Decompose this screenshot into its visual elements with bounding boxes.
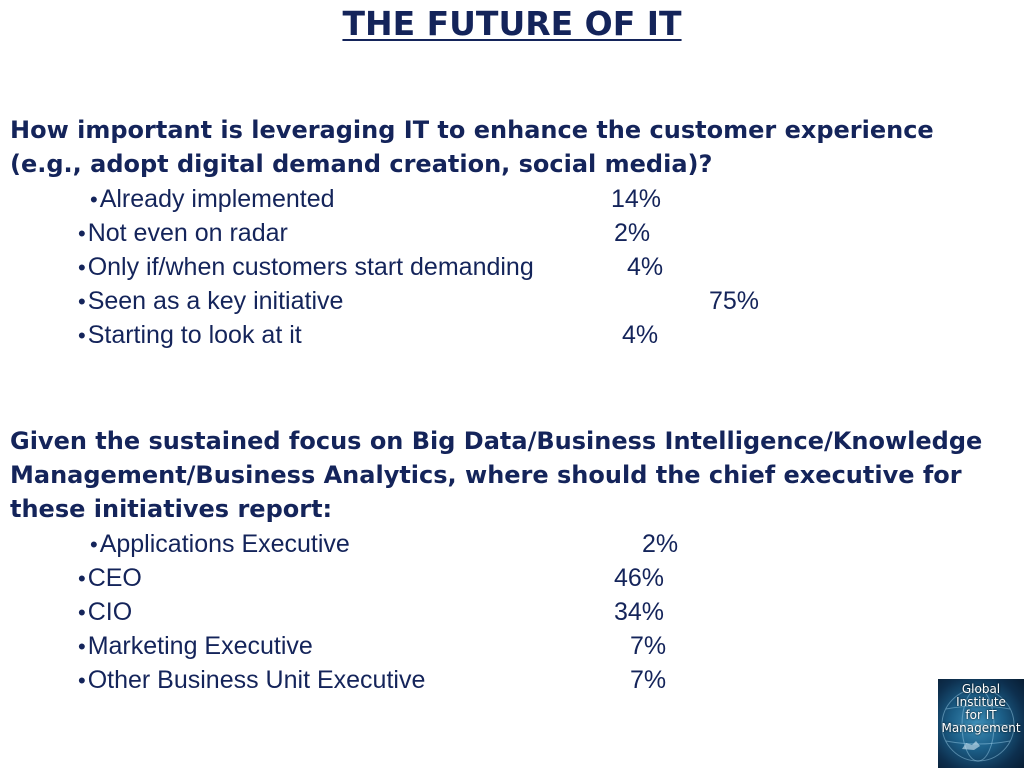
bullet: •	[90, 187, 98, 212]
item-label: Other Business Unit Executive	[87, 666, 426, 694]
list-item: •Applications Executive	[90, 527, 350, 561]
bullet: •	[78, 668, 86, 693]
institute-logo: Global Institute for IT Management	[938, 679, 1024, 768]
list-item: •CIO	[78, 595, 132, 629]
list-item: •Seen as a key initiative	[78, 284, 343, 318]
item-value: 34%	[614, 598, 665, 626]
list-item: •Other Business Unit Executive	[78, 663, 425, 697]
question-1: How important is leveraging IT to enhanc…	[10, 116, 934, 178]
item-value: 7%	[630, 632, 667, 660]
item-value: 75%	[709, 287, 760, 315]
bullet: •	[78, 255, 86, 280]
globe-icon	[941, 688, 1015, 762]
list-item: •Marketing Executive	[78, 629, 313, 663]
item-label: CEO	[87, 564, 142, 592]
item-label: Already implemented	[99, 185, 335, 213]
item-value: 14%	[611, 185, 662, 213]
item-label: Applications Executive	[99, 530, 350, 558]
logo-text: Global Institute for IT Management	[938, 683, 1024, 735]
logo-line: Institute	[956, 695, 1006, 709]
slide-title-text: THE FUTURE OF IT	[342, 4, 682, 43]
list-item: •Already implemented	[90, 182, 335, 216]
item-value: 4%	[627, 253, 664, 281]
bullet: •	[78, 600, 86, 625]
bullet: •	[78, 221, 86, 246]
bullet: •	[90, 532, 98, 557]
logo-line: for IT	[965, 708, 997, 722]
item-value: 7%	[630, 666, 667, 694]
list-item: •Starting to look at it	[78, 318, 302, 352]
bullet: •	[78, 566, 86, 591]
item-label: Marketing Executive	[87, 632, 313, 660]
item-label: Only if/when customers start demanding	[87, 253, 534, 281]
item-label: CIO	[87, 598, 133, 626]
item-label: Seen as a key initiative	[87, 287, 344, 315]
bullet: •	[78, 634, 86, 659]
question-2: Given the sustained focus on Big Data/Bu…	[10, 427, 983, 523]
item-label: Starting to look at it	[87, 321, 302, 349]
list-item: •Not even on radar	[78, 216, 288, 250]
logo-line: Management	[941, 721, 1021, 735]
item-label: Not even on radar	[87, 219, 288, 247]
item-value: 4%	[622, 321, 659, 349]
item-value: 2%	[642, 530, 679, 558]
list-item: •CEO	[78, 561, 142, 595]
list-item: •Only if/when customers start demanding	[78, 250, 534, 284]
item-value: 2%	[614, 219, 651, 247]
bullet: •	[78, 323, 86, 348]
bullet: •	[78, 289, 86, 314]
item-value: 46%	[614, 564, 665, 592]
logo-line: Global	[961, 682, 1001, 696]
slide-title: THE FUTURE OF IT	[0, 4, 1024, 43]
